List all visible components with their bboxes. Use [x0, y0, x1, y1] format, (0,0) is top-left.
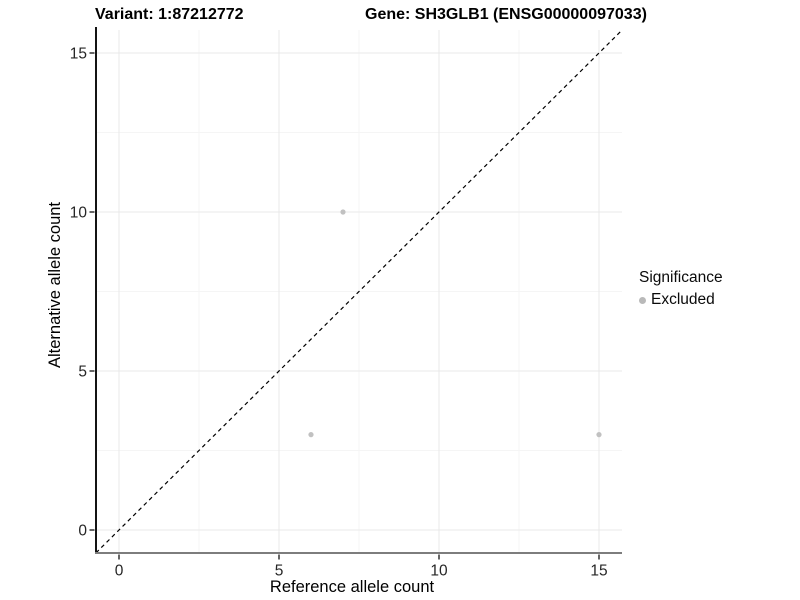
x-axis-title: Reference allele count [270, 578, 435, 596]
data-point [308, 432, 314, 438]
data-point [596, 432, 602, 438]
y-tick-label: 5 [78, 364, 87, 381]
identity-line-group [95, 29, 623, 554]
axes [95, 27, 622, 554]
legend-item-excluded: Excluded [639, 291, 723, 309]
gene-title: Gene: SH3GLB1 (ENSG00000097033) [365, 6, 647, 23]
x-tick-label: 15 [590, 563, 607, 580]
y-tick-label: 0 [78, 523, 87, 540]
tick-marks [89, 52, 600, 560]
y-axis-title: Alternative allele count [46, 202, 64, 368]
legend-key-dot [639, 296, 646, 304]
legend-item-label: Excluded [651, 291, 715, 308]
data-marks [308, 209, 602, 438]
x-tick-label: 0 [115, 563, 124, 580]
y-tick-label: 15 [70, 46, 87, 63]
y-tick-label: 10 [70, 205, 88, 222]
variant-title: Variant: 1:87212772 [95, 6, 244, 23]
tick-labels: 0 5 10 15 0 5 10 15 [70, 46, 608, 580]
data-point [340, 209, 346, 215]
x-tick-label: 5 [275, 563, 284, 580]
gridlines [96, 30, 622, 553]
legend-title: Significance [639, 269, 723, 286]
legend: Significance Excluded [639, 269, 723, 309]
identity-line [95, 29, 623, 554]
x-tick-label: 10 [430, 563, 448, 580]
